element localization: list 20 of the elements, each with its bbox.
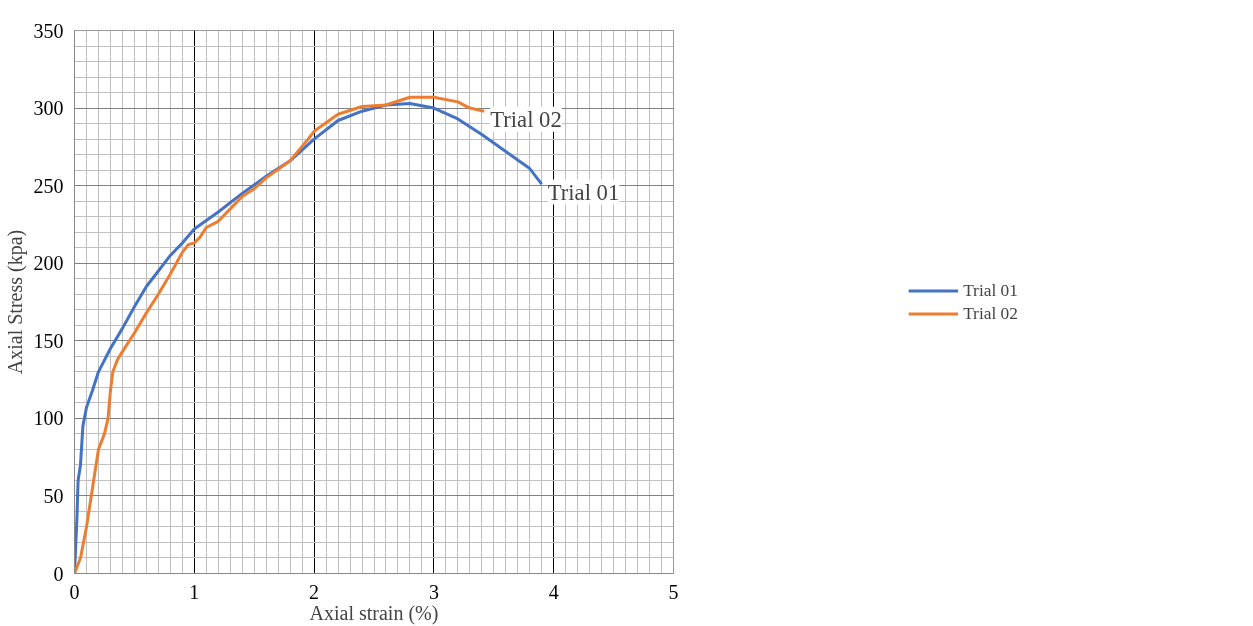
legend-label: Trial 01	[963, 280, 1018, 300]
annotation: Trial 01	[547, 179, 620, 205]
y-tick-label: 50	[43, 484, 64, 507]
y-tick-label: 100	[33, 407, 64, 430]
annotation: Trial 02	[490, 106, 562, 132]
y-axis-title: Axial Stress (kpa)	[3, 229, 27, 375]
x-tick-label: 5	[668, 580, 679, 603]
y-tick-label: 0	[53, 562, 64, 585]
x-tick-label: 2	[309, 580, 320, 603]
legend-label: Trial 02	[963, 303, 1018, 323]
x-tick-label: 4	[548, 580, 559, 603]
y-tick-label: 350	[33, 19, 64, 42]
x-tick-label: 3	[428, 580, 439, 603]
y-tick-label: 250	[33, 174, 64, 197]
x-axis-title: Axial strain (%)	[309, 601, 439, 625]
y-tick-label: 200	[33, 252, 64, 275]
x-tick-label: 0	[69, 580, 80, 603]
x-tick-label: 1	[189, 580, 200, 603]
y-tick-label: 300	[33, 97, 64, 120]
y-tick-label: 150	[33, 329, 64, 352]
